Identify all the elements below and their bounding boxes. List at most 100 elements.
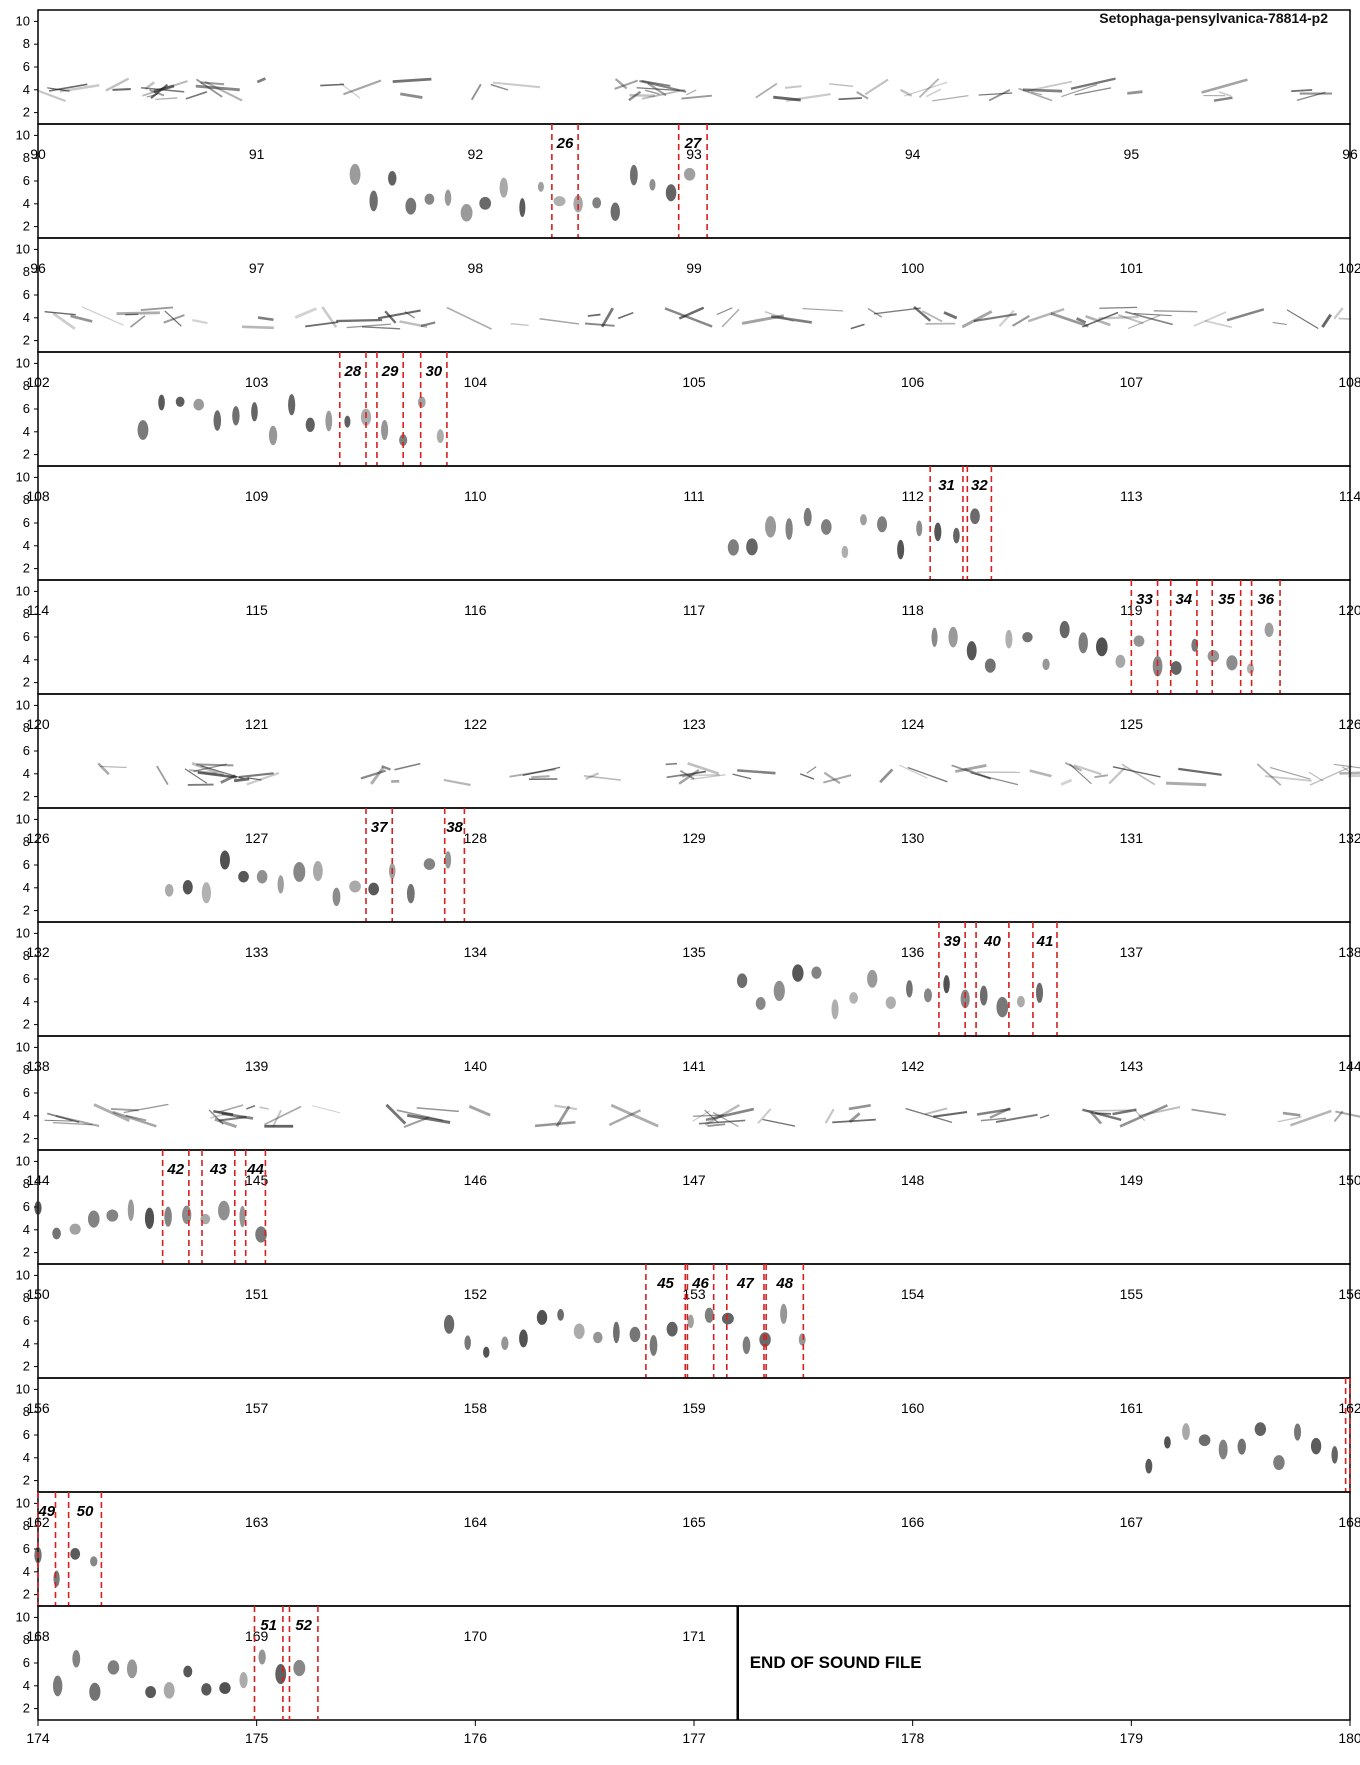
- spectral-blob: [238, 871, 249, 883]
- spectral-blob: [948, 627, 957, 648]
- time-tick-label: 161: [1120, 1400, 1144, 1416]
- noise-streak: [164, 315, 185, 323]
- noise-streak: [98, 763, 109, 774]
- syllable-label: 27: [684, 135, 702, 152]
- bottom-tick-label: 178: [901, 1730, 925, 1746]
- spectral-blob: [183, 880, 193, 895]
- spectral-blob: [931, 628, 937, 647]
- spectral-blob: [728, 539, 739, 555]
- spectral-blob: [849, 992, 858, 1004]
- spectrogram-marks: [444, 1304, 806, 1358]
- time-tick-label: 91: [249, 146, 265, 162]
- spectral-blob: [257, 870, 268, 884]
- y-tick-label: 6: [23, 173, 30, 188]
- time-tick-label: 138: [26, 1058, 50, 1074]
- y-tick-label: 4: [23, 310, 30, 325]
- noise-streak: [1166, 783, 1206, 785]
- y-tick-label: 10: [16, 13, 30, 28]
- row-frame: [38, 922, 1350, 1036]
- time-tick-label: 167: [1120, 1514, 1144, 1530]
- spectral-blob: [557, 1309, 564, 1321]
- y-tick-label: 2: [23, 1245, 30, 1260]
- time-tick-label: 171: [682, 1628, 706, 1644]
- y-tick-label: 2: [23, 561, 30, 576]
- spectral-blob: [1005, 630, 1012, 649]
- time-tick-label: 151: [245, 1286, 269, 1302]
- spectral-blob: [630, 165, 638, 186]
- chart-title: Setophaga-pensylvanica-78814-p2: [1099, 10, 1328, 26]
- spectrogram-marks: [350, 164, 696, 222]
- noise-streak: [340, 83, 360, 98]
- spectral-blob: [193, 399, 204, 411]
- spectral-blob: [313, 861, 323, 881]
- spectral-blob: [831, 999, 838, 1019]
- noise-streak: [1127, 92, 1142, 94]
- y-tick-label: 10: [16, 1381, 30, 1396]
- y-tick-label: 10: [16, 1267, 30, 1282]
- noise-streak: [588, 315, 601, 316]
- noise-streak: [493, 83, 540, 88]
- noise-streak: [246, 1106, 255, 1109]
- y-tick-label: 4: [23, 994, 30, 1009]
- y-tick-label: 6: [23, 1199, 30, 1214]
- syllable-label: 52: [295, 1617, 312, 1634]
- y-tick-label: 2: [23, 789, 30, 804]
- spectral-blob: [53, 1570, 59, 1586]
- noise-streak: [70, 316, 92, 321]
- y-tick-label: 2: [23, 903, 30, 918]
- y-tick-label: 6: [23, 515, 30, 530]
- noise-streak: [394, 764, 420, 770]
- spectral-blob: [350, 164, 361, 185]
- spectral-blob: [1171, 661, 1182, 675]
- noise-streak: [1013, 316, 1030, 326]
- time-tick-label: 163: [245, 1514, 269, 1530]
- noise-streak: [665, 308, 712, 326]
- noise-streak: [1287, 310, 1318, 329]
- noise-streak: [732, 774, 751, 779]
- y-tick-label: 6: [23, 1655, 30, 1670]
- spectral-blob: [405, 198, 416, 215]
- y-tick-label: 2: [23, 675, 30, 690]
- spectral-blob: [688, 1315, 694, 1328]
- spectral-blob: [1208, 650, 1219, 662]
- spectral-blob: [145, 1686, 156, 1698]
- spectral-blob: [759, 1332, 770, 1347]
- spectrogram-marks: [728, 508, 980, 560]
- time-tick-label: 127: [245, 830, 269, 846]
- y-tick-label: 4: [23, 1336, 30, 1351]
- bottom-tick-label: 180: [1338, 1730, 1360, 1746]
- time-tick-label: 128: [464, 830, 488, 846]
- noise-streak: [756, 84, 777, 98]
- spectral-blob: [128, 1199, 134, 1221]
- noise-streak: [1205, 321, 1232, 327]
- y-tick-label: 4: [23, 1564, 30, 1579]
- syllable-label: 48: [775, 1275, 793, 1292]
- y-tick-label: 4: [23, 424, 30, 439]
- spectral-blob: [325, 411, 332, 432]
- noise-streak: [1040, 1115, 1049, 1118]
- spectral-blob: [483, 1347, 489, 1358]
- noise-streak: [1278, 1117, 1302, 1122]
- noise-streak: [971, 773, 1018, 785]
- noise-streak: [1030, 771, 1052, 777]
- time-tick-label: 103: [245, 374, 269, 390]
- time-tick-label: 114: [1339, 488, 1360, 504]
- row-frame: [38, 1150, 1350, 1264]
- spectral-blob: [418, 396, 426, 407]
- spectral-blob: [70, 1224, 81, 1235]
- spectral-blob: [425, 194, 435, 205]
- spectral-blob: [592, 197, 601, 208]
- spectral-blob: [164, 1207, 172, 1227]
- spectral-blob: [201, 1683, 211, 1695]
- spectral-blob: [258, 1650, 265, 1665]
- spectral-blob: [821, 519, 832, 535]
- time-tick-label: 126: [1338, 716, 1360, 732]
- noise-streak: [196, 764, 233, 765]
- spectral-blob: [1134, 635, 1145, 646]
- syllable-label: 39: [944, 933, 961, 950]
- noise-streak: [681, 96, 711, 99]
- time-tick-label: 168: [1338, 1514, 1360, 1530]
